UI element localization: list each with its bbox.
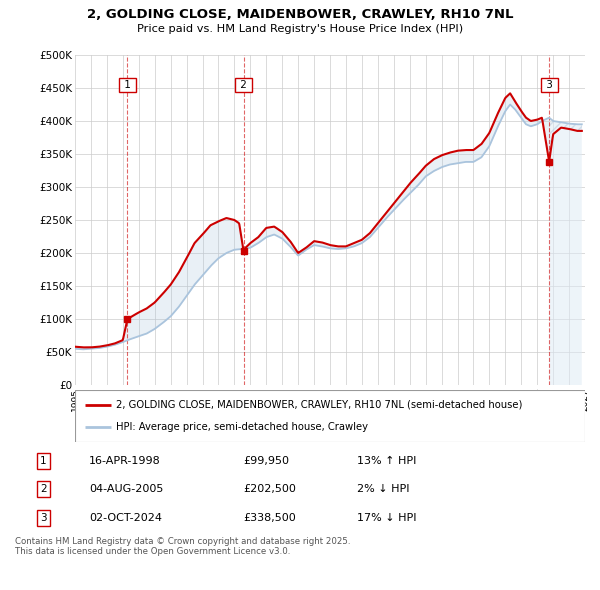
- Text: 17% ↓ HPI: 17% ↓ HPI: [357, 513, 416, 523]
- Text: £338,500: £338,500: [243, 513, 296, 523]
- Text: HPI: Average price, semi-detached house, Crawley: HPI: Average price, semi-detached house,…: [116, 422, 368, 432]
- FancyBboxPatch shape: [75, 390, 585, 442]
- Text: 13% ↑ HPI: 13% ↑ HPI: [357, 456, 416, 466]
- Text: Contains HM Land Registry data © Crown copyright and database right 2025.
This d: Contains HM Land Registry data © Crown c…: [15, 537, 350, 556]
- Text: 04-AUG-2005: 04-AUG-2005: [89, 484, 163, 494]
- Text: 1: 1: [40, 456, 47, 466]
- Text: 2: 2: [237, 80, 250, 90]
- Text: 2, GOLDING CLOSE, MAIDENBOWER, CRAWLEY, RH10 7NL (semi-detached house): 2, GOLDING CLOSE, MAIDENBOWER, CRAWLEY, …: [116, 399, 522, 409]
- Text: £99,950: £99,950: [243, 456, 289, 466]
- Text: 2% ↓ HPI: 2% ↓ HPI: [357, 484, 409, 494]
- Text: 16-APR-1998: 16-APR-1998: [89, 456, 161, 466]
- Text: 02-OCT-2024: 02-OCT-2024: [89, 513, 162, 523]
- Text: Price paid vs. HM Land Registry's House Price Index (HPI): Price paid vs. HM Land Registry's House …: [137, 24, 463, 34]
- Text: 1: 1: [121, 80, 134, 90]
- Text: £202,500: £202,500: [243, 484, 296, 494]
- Text: 2: 2: [40, 484, 47, 494]
- Text: 3: 3: [40, 513, 47, 523]
- Text: 2, GOLDING CLOSE, MAIDENBOWER, CRAWLEY, RH10 7NL: 2, GOLDING CLOSE, MAIDENBOWER, CRAWLEY, …: [87, 8, 513, 21]
- Text: 3: 3: [542, 80, 556, 90]
